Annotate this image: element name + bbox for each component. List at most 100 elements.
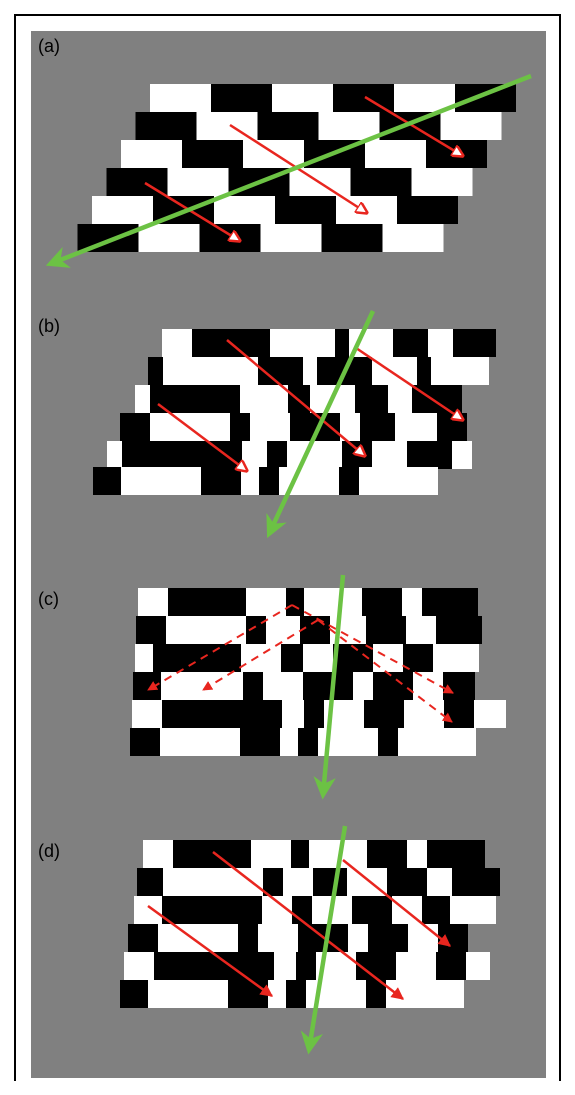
pattern-tile [304, 588, 322, 616]
pattern-tile [340, 413, 360, 441]
pattern-tile [162, 700, 282, 728]
pattern-tile [411, 168, 473, 196]
pattern-tile [335, 329, 349, 357]
pattern-tile [201, 467, 241, 495]
pattern-tile [466, 952, 490, 980]
pattern-tile [287, 441, 342, 469]
panel-a [45, 73, 532, 268]
pattern-tile [397, 196, 458, 224]
pattern-tile [452, 868, 500, 896]
pattern-tile [135, 644, 153, 672]
pattern-tile [162, 896, 262, 924]
red-arrow [364, 95, 463, 156]
panel-b-label: (b) [38, 316, 60, 336]
pattern-tile [214, 196, 275, 224]
pattern-tile [120, 413, 150, 441]
pattern-tile [428, 329, 453, 357]
pattern-tile [382, 224, 444, 252]
pattern-tile [310, 329, 335, 357]
green-arrow [300, 825, 348, 1055]
red-arrow [212, 851, 404, 1000]
pattern-tile [286, 588, 304, 616]
green-arrow [266, 310, 376, 539]
pattern-tile [398, 728, 416, 756]
red-arrow [355, 346, 463, 420]
pattern-tile [173, 840, 251, 868]
pattern-tile [417, 357, 431, 385]
red-arrow [317, 619, 453, 723]
pattern-tile [348, 924, 368, 952]
pattern-tile [444, 700, 474, 728]
pattern-tile [318, 112, 380, 140]
pattern-tile [436, 616, 482, 644]
pattern-tile [182, 140, 243, 168]
pattern-tile [353, 672, 373, 700]
pattern-tile [263, 868, 283, 896]
pattern-tile [431, 357, 489, 385]
pattern-tile [137, 868, 163, 896]
pattern-tile [313, 868, 347, 896]
pattern-tile [143, 840, 173, 868]
pattern-tile [167, 168, 229, 196]
pattern-tile [356, 952, 396, 980]
pattern-tile [132, 700, 162, 728]
pattern-tile [228, 980, 268, 1008]
pattern-tile [373, 672, 413, 700]
pattern-tile [408, 924, 438, 952]
pattern-tile [474, 700, 506, 728]
pattern-tile [438, 924, 468, 952]
panel-d-label: (d) [38, 841, 60, 861]
pattern-tile [365, 140, 426, 168]
pattern-tile [120, 980, 148, 1008]
pattern-tile [366, 980, 386, 1008]
red-arrow [147, 904, 274, 998]
pattern-tile [366, 616, 406, 644]
pattern-tile [259, 467, 279, 495]
pattern-tile [296, 952, 316, 980]
pattern-tile [404, 700, 444, 728]
pattern-tile [443, 672, 475, 700]
pattern-tile [153, 644, 241, 672]
red-arrow [342, 859, 451, 947]
pattern-tile [396, 952, 436, 980]
pattern-tile [437, 413, 467, 441]
pattern-tile [282, 700, 304, 728]
pattern-tile [342, 441, 372, 469]
pattern-tile [406, 616, 436, 644]
pattern-tile [242, 441, 267, 469]
panel-b [93, 310, 496, 539]
pattern-tile [436, 952, 466, 980]
pattern-tile [135, 112, 197, 140]
panel-d [120, 825, 500, 1055]
pattern-tile [404, 980, 464, 1008]
pattern-tile [238, 924, 258, 952]
pattern-tile [138, 588, 168, 616]
pattern-tile [267, 441, 287, 469]
pattern-tile [280, 728, 298, 756]
pattern-tile [360, 413, 395, 441]
pattern-tile [107, 441, 122, 469]
pattern-tile [413, 672, 443, 700]
pattern-tile [367, 840, 407, 868]
pattern-tile [136, 616, 166, 644]
pattern-tile [304, 700, 324, 728]
pattern-tile [364, 700, 404, 728]
pattern-tile [243, 672, 263, 700]
panel-c [130, 574, 506, 800]
pattern-tile [230, 413, 250, 441]
pattern-tile [339, 467, 359, 495]
pattern-tile [303, 357, 317, 385]
pattern-tile [422, 896, 450, 924]
pattern-tile [160, 728, 240, 756]
red-arrow [144, 181, 240, 241]
pattern-tile [130, 728, 160, 756]
pattern-tile [163, 868, 263, 896]
pattern-tile [260, 224, 322, 252]
pattern-tile [303, 644, 333, 672]
pattern-tile [266, 616, 300, 644]
pattern-tile [274, 952, 296, 980]
pattern-tile [250, 413, 290, 441]
pattern-tile [162, 329, 192, 357]
pattern-tile [150, 84, 211, 112]
pattern-tile [122, 441, 242, 469]
